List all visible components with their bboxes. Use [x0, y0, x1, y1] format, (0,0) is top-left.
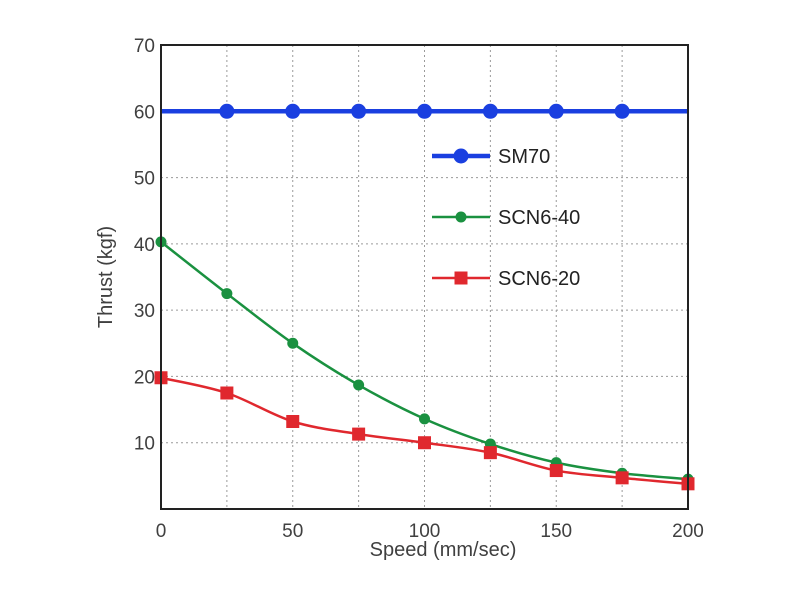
data-point	[219, 103, 235, 119]
legend-swatch-marker	[454, 271, 468, 285]
y-tick-label: 30	[134, 301, 155, 322]
data-point	[615, 471, 629, 485]
x-tick-label: 150	[540, 521, 572, 542]
y-axis-title: Thrust (kgf)	[95, 226, 117, 328]
legend-item: SCN6-40	[432, 207, 580, 229]
data-point	[285, 103, 301, 119]
data-point	[286, 415, 300, 429]
y-tick-label: 70	[134, 36, 155, 57]
data-point	[419, 413, 430, 425]
data-point	[418, 436, 431, 450]
data-point	[287, 337, 299, 349]
y-tick-label: 40	[134, 235, 155, 256]
x-tick-label: 0	[156, 521, 167, 542]
data-point	[352, 427, 366, 441]
y-tick-label: 60	[134, 102, 155, 123]
data-point	[220, 386, 234, 400]
legend-item: SM70	[432, 146, 550, 168]
data-point	[549, 464, 563, 478]
legend-label: SCN6-20	[498, 268, 580, 290]
series-layer	[154, 103, 695, 491]
data-point	[353, 379, 365, 391]
series-sm70	[161, 103, 688, 119]
series-scn6-20	[154, 371, 695, 491]
x-axis-title: Speed (mm/sec)	[370, 539, 517, 561]
data-point	[221, 288, 233, 300]
data-point	[548, 103, 564, 119]
data-point	[351, 103, 367, 119]
legend: SM70 SCN6-40 SCN6-20	[432, 146, 580, 290]
legend-item: SCN6-20	[432, 268, 580, 290]
legend-label: SM70	[498, 146, 550, 168]
data-point	[482, 103, 498, 119]
legend-label: SCN6-40	[498, 207, 580, 229]
legend-swatch-marker	[453, 148, 469, 164]
y-tick-label: 10	[134, 434, 155, 455]
y-tick-label: 20	[134, 367, 155, 388]
x-tick-label: 200	[672, 521, 704, 542]
tick-labels: 0 50 100 150 200 10 20 30 40 50 60 70	[134, 36, 704, 542]
plot-area-frame	[160, 44, 689, 510]
data-point	[614, 103, 630, 119]
legend-swatch-marker	[455, 211, 467, 223]
data-point	[483, 446, 497, 460]
y-tick-label: 50	[134, 169, 155, 190]
x-tick-label: 100	[409, 521, 441, 542]
x-tick-label: 50	[282, 521, 303, 542]
data-point	[417, 103, 432, 119]
